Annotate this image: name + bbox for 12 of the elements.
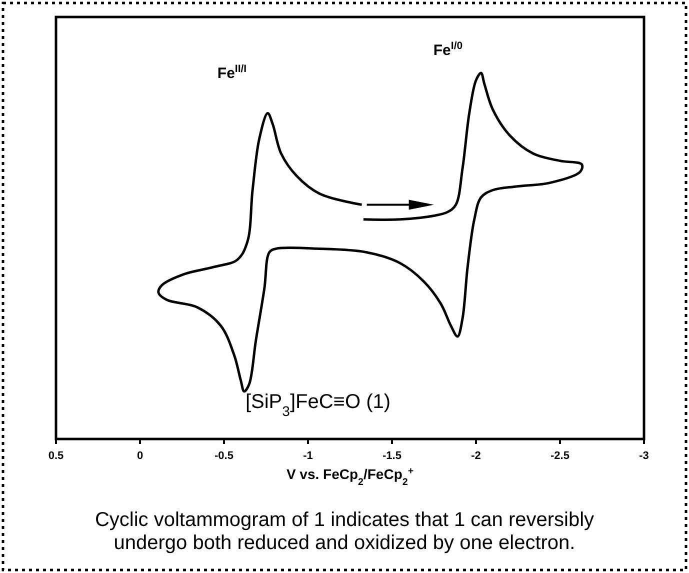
- x-tick-label: -2.5: [550, 450, 570, 462]
- text: Fe$^{I/0}$: [433, 40, 463, 59]
- annotation: [SiP$_{3}$]FeC≡O (1): [245, 391, 391, 419]
- x-tick-label: -2: [471, 450, 481, 462]
- x-tick-label: 0: [136, 450, 144, 462]
- x-tick-label: 0.5: [48, 450, 64, 462]
- x-tick-label: -3: [639, 450, 649, 462]
- annotation: Fe$^{II/I}$: [217, 63, 247, 82]
- x-tick-label: -1.5: [382, 450, 402, 462]
- x-tick-label: -0.5: [214, 450, 234, 462]
- x-tick-label: -1: [303, 450, 313, 462]
- text: Cyclic voltammogram of 1 indicates that 1 can reversibly undergo both reduced and oxidized by one electron.: [94, 509, 594, 554]
